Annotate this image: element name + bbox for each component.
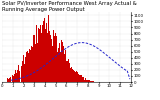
Bar [27, 51, 28, 82]
Bar [24, 64, 25, 82]
Bar [55, 33, 56, 82]
Bar [86, 80, 87, 82]
Bar [74, 72, 75, 82]
Bar [50, 35, 51, 82]
Bar [47, 33, 48, 82]
Bar [70, 68, 71, 82]
Bar [54, 36, 55, 82]
Bar [46, 23, 47, 82]
Bar [66, 61, 67, 82]
Bar [8, 79, 9, 82]
Bar [42, 25, 43, 82]
Bar [51, 39, 52, 82]
Bar [77, 72, 78, 82]
Bar [33, 35, 34, 82]
Bar [85, 78, 86, 82]
Bar [83, 77, 84, 82]
Bar [89, 80, 90, 82]
Bar [19, 72, 20, 82]
Bar [37, 43, 38, 82]
Bar [79, 75, 80, 82]
Bar [14, 74, 15, 82]
Bar [88, 80, 89, 82]
Bar [11, 75, 12, 82]
Bar [22, 61, 23, 82]
Bar [21, 66, 22, 82]
Bar [58, 48, 59, 82]
Bar [80, 75, 81, 82]
Bar [69, 63, 70, 82]
Bar [61, 40, 62, 82]
Bar [41, 33, 42, 82]
Bar [63, 46, 64, 82]
Bar [13, 76, 14, 82]
Bar [49, 31, 50, 82]
Bar [28, 53, 29, 82]
Bar [9, 78, 10, 82]
Bar [76, 71, 77, 82]
Bar [7, 78, 8, 82]
Bar [81, 75, 82, 82]
Bar [12, 75, 13, 82]
Bar [30, 50, 31, 82]
Bar [84, 80, 85, 82]
Bar [93, 81, 94, 82]
Bar [16, 73, 17, 82]
Bar [48, 15, 49, 82]
Bar [57, 52, 58, 82]
Bar [59, 43, 60, 82]
Bar [67, 61, 68, 82]
Bar [78, 74, 79, 82]
Bar [20, 60, 21, 82]
Bar [31, 46, 32, 82]
Bar [44, 18, 45, 82]
Bar [68, 59, 69, 82]
Bar [64, 54, 65, 82]
Bar [39, 29, 40, 82]
Bar [82, 77, 83, 82]
Bar [32, 47, 33, 82]
Bar [53, 30, 54, 82]
Bar [71, 67, 72, 82]
Bar [10, 77, 11, 82]
Bar [65, 62, 66, 82]
Bar [26, 52, 27, 82]
Bar [38, 37, 39, 82]
Bar [43, 21, 44, 82]
Bar [17, 70, 18, 82]
Bar [52, 46, 53, 82]
Bar [23, 55, 24, 82]
Bar [87, 80, 88, 82]
Bar [45, 29, 46, 82]
Bar [62, 42, 63, 82]
Bar [34, 35, 35, 82]
Bar [18, 65, 19, 82]
Bar [35, 44, 36, 82]
Bar [72, 69, 73, 82]
Bar [92, 81, 93, 82]
Bar [25, 57, 26, 82]
Bar [60, 52, 61, 82]
Bar [56, 36, 57, 82]
Bar [75, 72, 76, 82]
Bar [36, 25, 37, 82]
Bar [73, 70, 74, 82]
Bar [91, 81, 92, 82]
Bar [40, 25, 41, 82]
Bar [15, 70, 16, 82]
Bar [29, 49, 30, 82]
Text: Solar PV/Inverter Performance West Array Actual & Running Average Power Output: Solar PV/Inverter Performance West Array… [2, 1, 136, 12]
Bar [90, 81, 91, 82]
